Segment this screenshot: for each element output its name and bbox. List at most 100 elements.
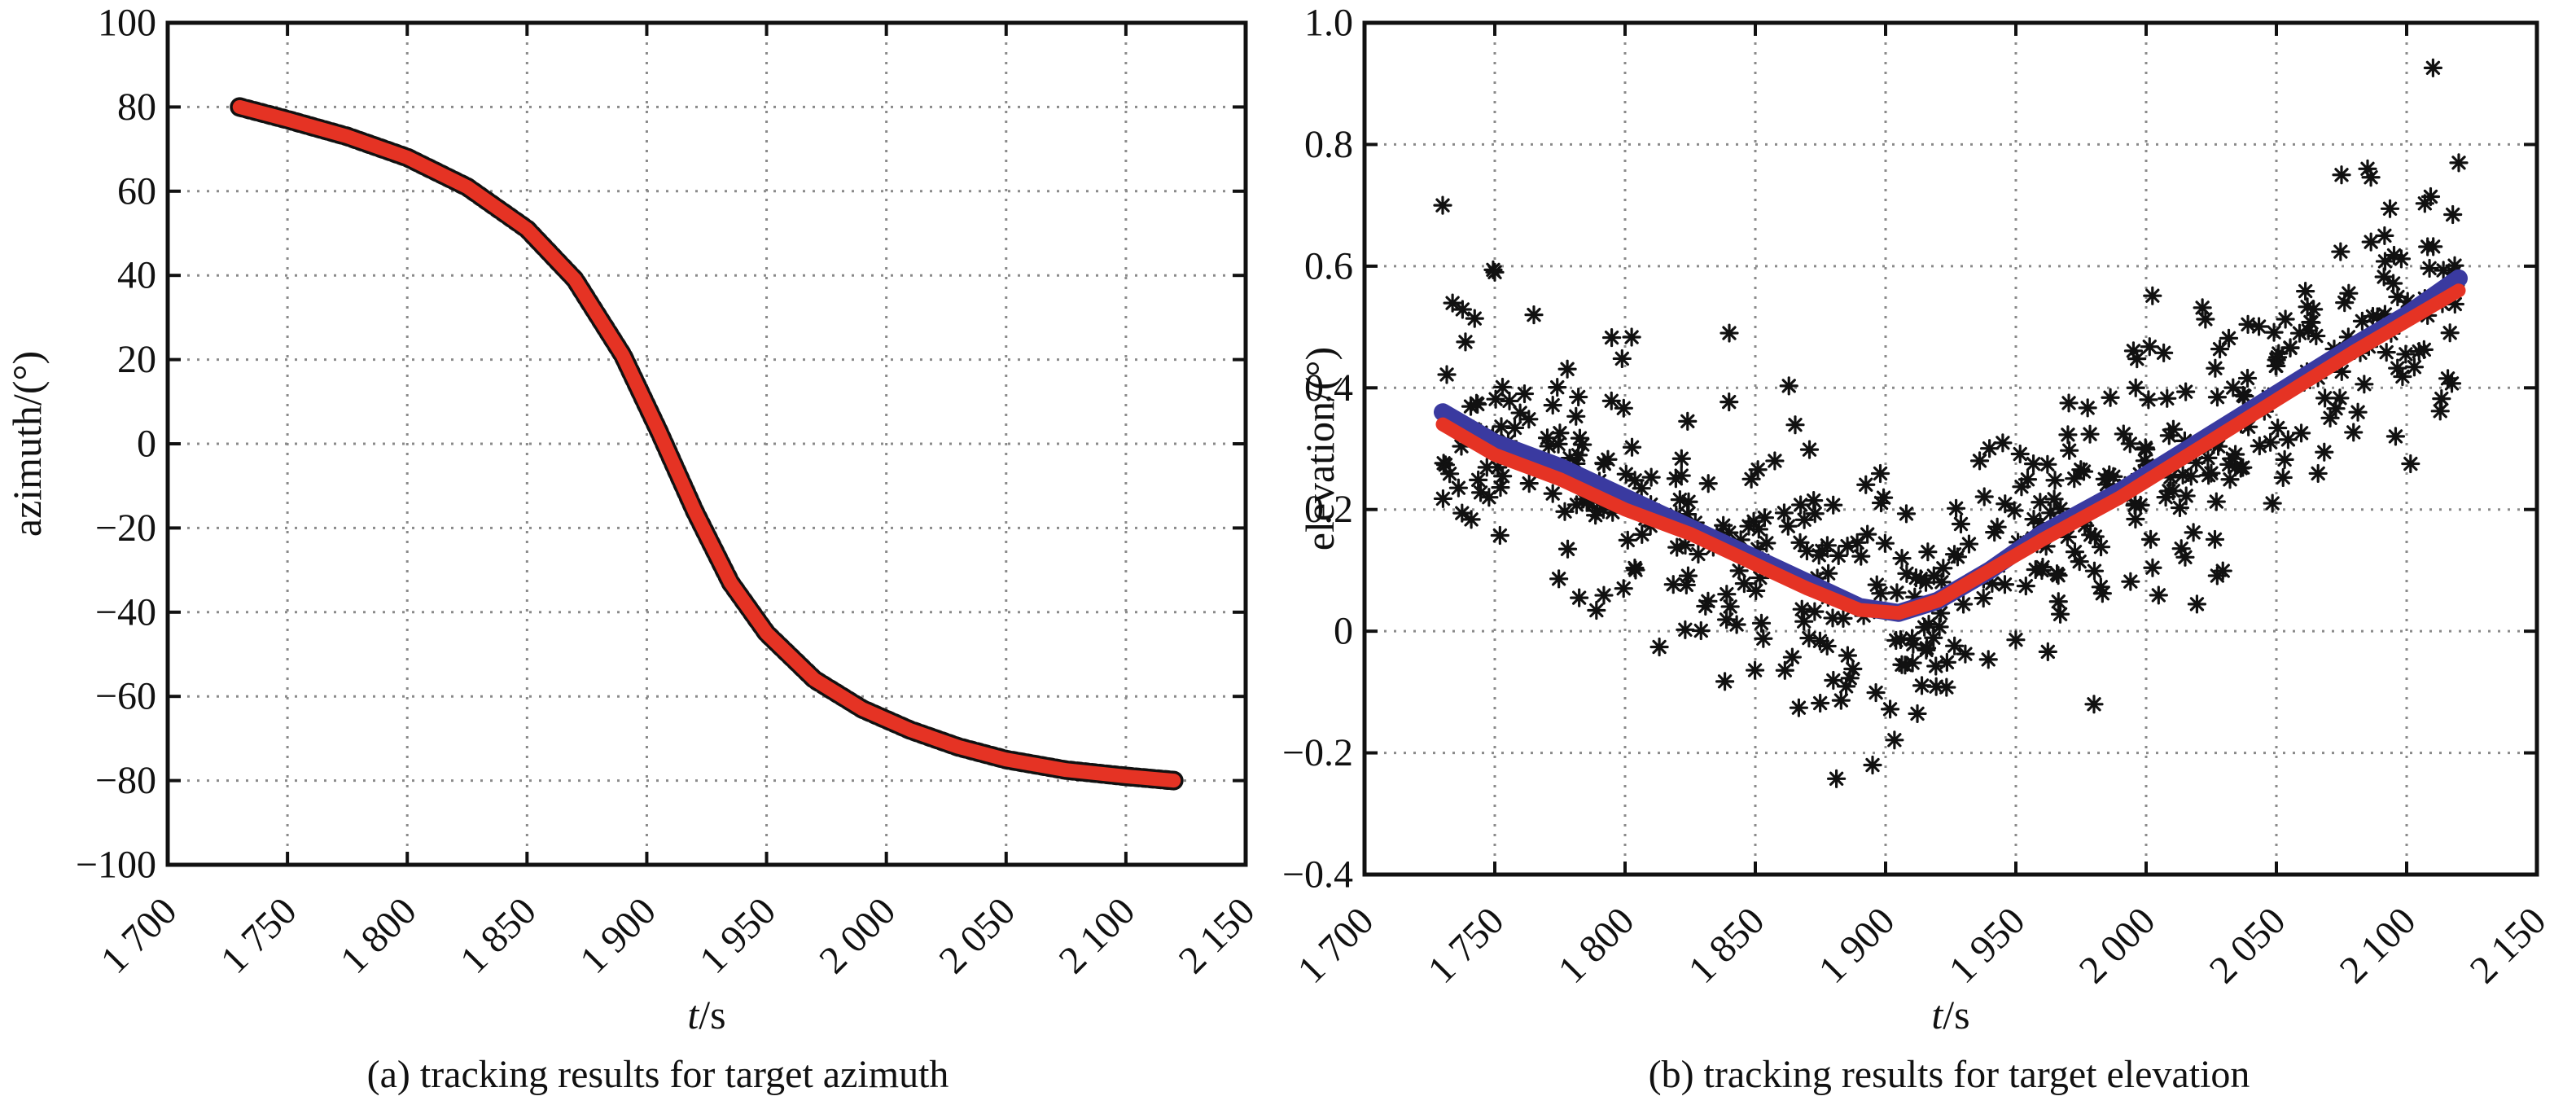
measurement-point	[2139, 390, 2158, 410]
measurement-point	[2163, 481, 2183, 501]
x-tick-label: 1 950	[1941, 899, 2034, 992]
measurement-point	[2418, 237, 2438, 257]
measurement-point	[1840, 669, 1860, 688]
measurement-point	[1435, 455, 1456, 475]
measurement-point	[2304, 300, 2324, 319]
measurement-point	[2206, 492, 2226, 511]
x-tick-label: 2 150	[2462, 899, 2555, 992]
measurement-point	[1745, 660, 1765, 680]
measurement-point	[2384, 274, 2403, 293]
y-tick-label: 0.8	[1304, 123, 1353, 166]
measurement-point	[1716, 610, 1737, 629]
measurement-point	[1524, 305, 1544, 325]
measurement-point	[1543, 484, 1562, 503]
measurement-point	[1537, 428, 1557, 448]
measurement-point	[1678, 411, 1698, 431]
measurement-point	[2375, 252, 2395, 271]
measurement-point	[1715, 672, 1735, 691]
measurement-point	[1863, 755, 1882, 775]
measurement-point	[1799, 628, 1819, 648]
measurement-point	[1945, 636, 1965, 656]
measurement-point	[2374, 267, 2394, 287]
panel-a-caption: (a) tracking results for target azimuth	[367, 1053, 949, 1096]
measurement-point	[1969, 451, 1990, 471]
measurement-point	[1765, 451, 1785, 471]
measurement-point	[1851, 546, 1871, 566]
measurement-point	[2442, 374, 2462, 393]
measurement-point	[1720, 323, 1739, 343]
measurement-point	[1748, 460, 1768, 480]
measurement-point	[1919, 614, 1939, 634]
measurement-point	[2404, 357, 2425, 377]
measurement-point	[2388, 287, 2407, 307]
measurement-point	[2223, 378, 2243, 397]
measurement-point	[2004, 501, 2024, 520]
measurement-point	[2149, 585, 2168, 605]
measurement-point	[2206, 358, 2225, 378]
measurement-point	[2344, 423, 2364, 442]
measurement-point	[2449, 153, 2469, 173]
measurement-point	[1790, 533, 1810, 552]
measurement-point	[1974, 588, 1993, 608]
measurement-point	[1789, 698, 1809, 717]
measurement-point	[1714, 515, 1733, 535]
measurement-point	[1833, 608, 1853, 628]
measurement-point	[2423, 58, 2442, 77]
measurement-point	[2388, 358, 2407, 378]
measurement-point	[1614, 579, 1633, 599]
measurement-point	[2127, 349, 2147, 369]
x-tick-label: 2 100	[2332, 899, 2425, 992]
measurement-point	[1492, 417, 1511, 436]
panel-b-y-axis-label: elevation/(°)	[1297, 347, 1343, 550]
measurement-point	[2114, 424, 2133, 444]
measurement-point	[2140, 337, 2159, 357]
x-tick-label: 1 700	[1290, 899, 1382, 992]
measurement-point	[1510, 403, 1530, 423]
x-tick-label: 1 800	[1550, 899, 1643, 992]
measurement-point	[1746, 581, 1766, 601]
measurement-point	[1897, 563, 1917, 583]
measurement-point	[1858, 524, 1877, 544]
measurement-point	[1548, 378, 1567, 397]
measurement-point	[2275, 449, 2294, 470]
measurement-point	[2193, 298, 2212, 318]
measurement-point	[1912, 676, 1932, 695]
measurement-point	[1937, 677, 1956, 697]
measurement-point	[1641, 467, 1661, 487]
measurement-point	[1667, 537, 1687, 557]
measurement-point	[1601, 391, 1621, 410]
measurement-point	[1557, 359, 1577, 379]
measurement-point	[1433, 489, 1453, 509]
measurement-point	[1870, 463, 1890, 484]
measurement-point	[2358, 159, 2377, 178]
measurement-point	[1812, 541, 1832, 561]
y-tick-label: −60	[95, 675, 156, 718]
measurement-point	[1491, 478, 1510, 498]
measurement-point	[2420, 258, 2439, 278]
measurement-point	[1519, 474, 1539, 493]
measurement-point	[1824, 495, 1843, 515]
measurement-point	[1622, 327, 1641, 347]
measurement-point	[2320, 408, 2340, 428]
measurement-point	[1924, 566, 1943, 585]
measurement-point	[1437, 365, 1457, 384]
measurement-point	[2363, 306, 2383, 327]
measurement-point	[2081, 525, 2101, 545]
measurement-point	[2050, 604, 2070, 624]
measurement-point	[1804, 491, 1824, 511]
measurement-point	[2291, 423, 2311, 443]
measurement-point	[2443, 204, 2463, 225]
measurement-point	[1734, 574, 1754, 594]
panel-b-caption: (b) tracking results for target elevatio…	[1649, 1053, 2250, 1096]
measurement-point	[1785, 415, 1805, 435]
measurement-point	[1871, 493, 1891, 513]
measurement-point	[1720, 597, 1740, 616]
measurement-point	[1791, 495, 1811, 515]
measurement-point	[1974, 487, 1994, 506]
panel-a-plot-frame	[165, 20, 1248, 867]
measurement-point	[2023, 454, 2044, 474]
measurement-point	[2060, 441, 2079, 460]
measurement-point	[1632, 479, 1651, 498]
panel-a-series	[230, 97, 1184, 791]
